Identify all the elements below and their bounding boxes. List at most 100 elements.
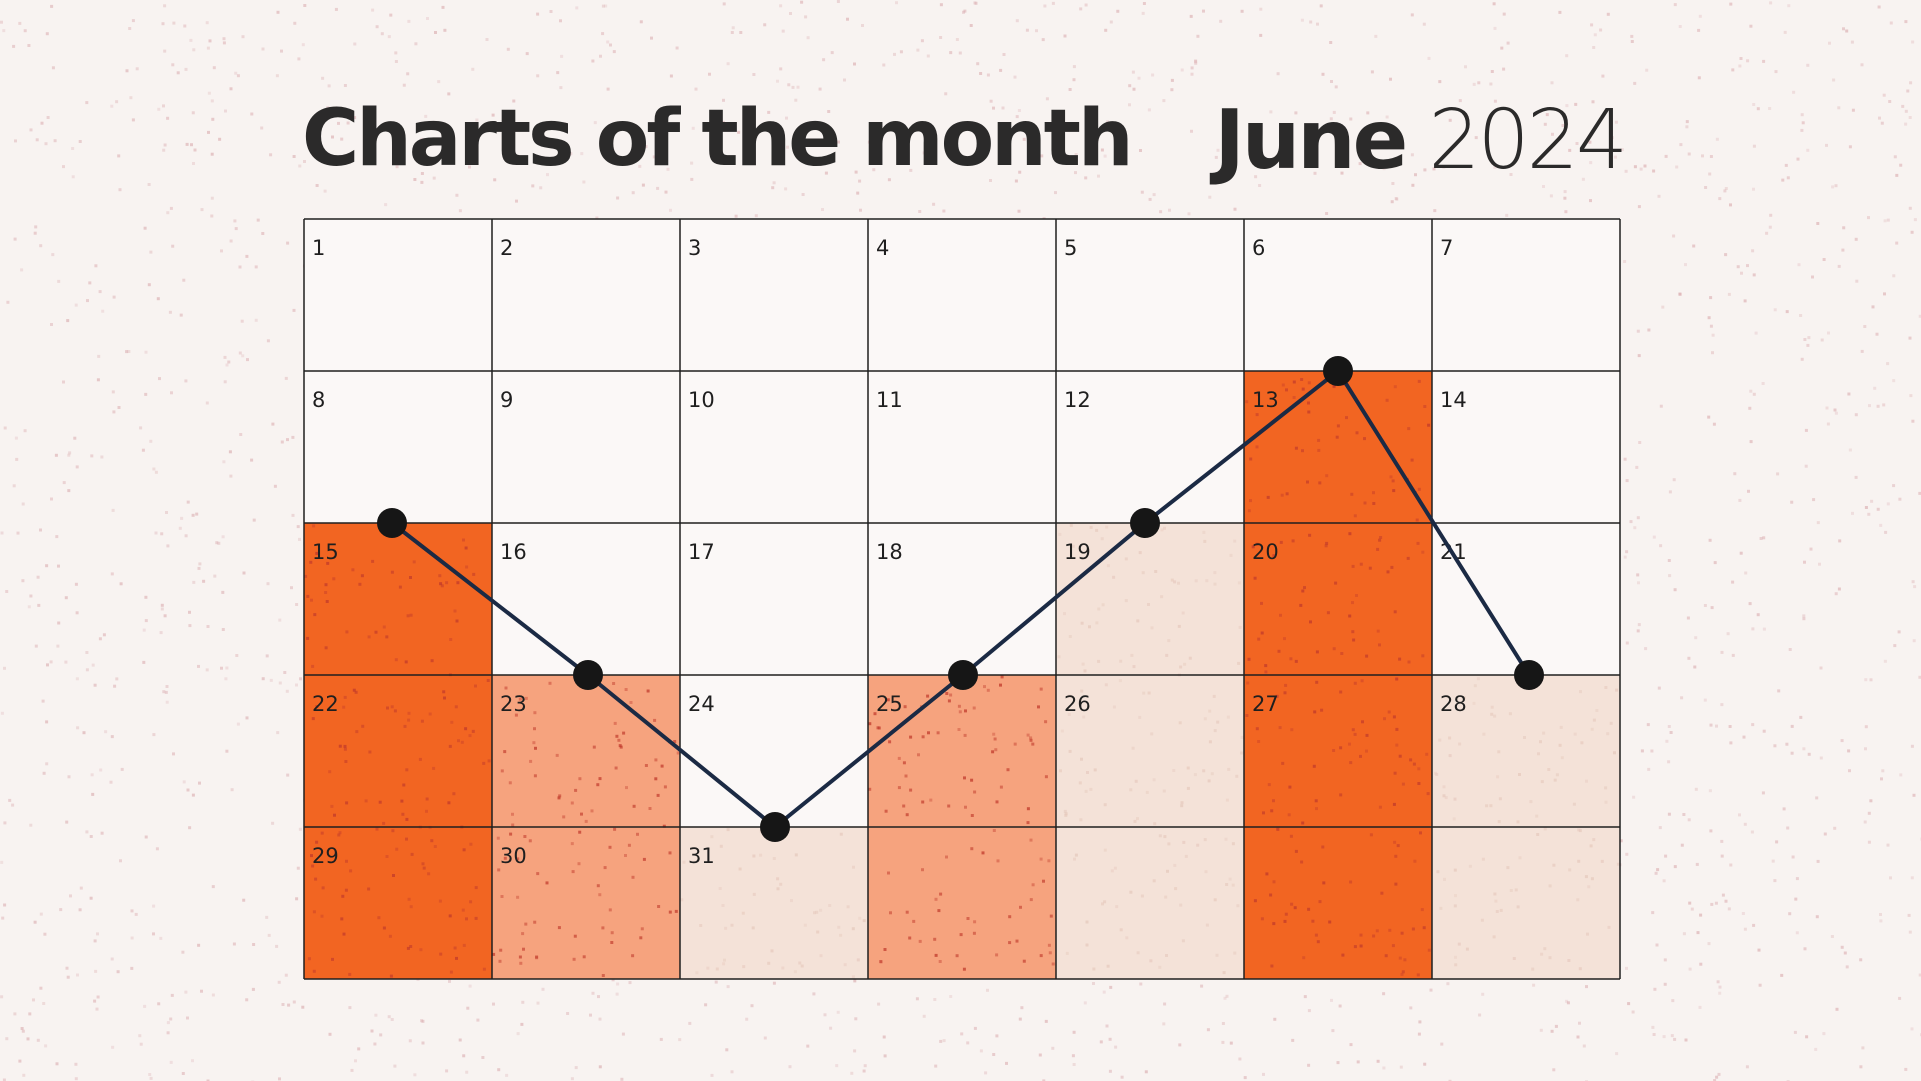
texture-speck [1042, 1079, 1046, 1081]
texture-speck [95, 1007, 99, 1011]
texture-speck [1848, 769, 1851, 773]
texture-speck [74, 303, 78, 307]
bar-speck [1231, 883, 1235, 887]
texture-speck [193, 148, 197, 152]
texture-speck [135, 67, 139, 71]
texture-speck [1627, 1002, 1631, 1006]
bar-speck [1394, 882, 1398, 886]
month-year-heading: June 2024 [1214, 100, 1628, 182]
texture-speck [445, 1069, 449, 1073]
bar-speck [1118, 679, 1122, 683]
texture-speck [458, 1038, 462, 1042]
bar-speck [1149, 959, 1153, 963]
texture-speck [131, 118, 135, 122]
texture-speck [1014, 179, 1018, 183]
bar-speck [909, 788, 913, 792]
bar-speck [741, 911, 745, 915]
texture-speck [1724, 899, 1728, 903]
bar-speck [471, 729, 475, 733]
bar-speck [1349, 761, 1353, 765]
bar-speck [1245, 400, 1249, 404]
texture-speck [1493, 99, 1497, 103]
texture-speck [144, 392, 148, 396]
texture-speck [1765, 231, 1769, 235]
texture-speck [1898, 996, 1902, 1000]
texture-speck [221, 590, 225, 594]
bar-speck [877, 726, 881, 730]
bar-speck [1291, 539, 1295, 543]
texture-speck [334, 7, 338, 11]
texture-speck [111, 390, 115, 394]
bar-speck [425, 809, 428, 813]
bar-speck [388, 934, 392, 938]
bar-speck [1180, 801, 1184, 805]
bar-speck [656, 793, 660, 797]
bar-speck [580, 812, 583, 816]
bar-speck [1022, 959, 1026, 963]
texture-speck [238, 351, 242, 355]
bar-speck [680, 898, 684, 902]
bar-speck [1188, 656, 1192, 660]
texture-speck [1002, 53, 1006, 56]
texture-speck [1749, 389, 1753, 393]
bar-speck [1509, 889, 1513, 892]
texture-speck [1859, 958, 1863, 962]
texture-speck [1695, 862, 1699, 866]
bar-speck [1207, 779, 1211, 783]
day-label: 20 [1252, 540, 1279, 564]
bar-speck [574, 788, 578, 792]
texture-speck [1867, 216, 1870, 220]
bar-speck [682, 860, 686, 864]
texture-speck [169, 206, 173, 210]
bar-speck [1607, 925, 1611, 929]
bar-speck [1154, 570, 1158, 573]
texture-speck [1017, 109, 1021, 112]
texture-speck [1429, 988, 1433, 992]
bar-speck [557, 796, 561, 800]
texture-speck [1329, 41, 1333, 44]
texture-speck [639, 20, 643, 24]
bar-speck [1237, 661, 1241, 665]
texture-speck [1038, 1053, 1042, 1057]
bar-speck [1037, 705, 1040, 709]
bar-speck [839, 832, 843, 836]
texture-speck [853, 1049, 857, 1053]
texture-speck [162, 690, 166, 694]
bar-speck [992, 829, 996, 832]
texture-speck [984, 1071, 988, 1075]
bar-speck [1543, 827, 1547, 831]
texture-speck [301, 1005, 305, 1009]
bar-speck [1390, 565, 1394, 569]
texture-speck [1410, 153, 1414, 157]
texture-speck [1918, 491, 1921, 495]
texture-speck [221, 535, 225, 539]
bar-speck [1442, 794, 1446, 798]
texture-speck [295, 603, 299, 606]
texture-speck [1909, 394, 1913, 398]
texture-speck [664, 190, 668, 194]
texture-speck [1797, 263, 1801, 267]
texture-speck [46, 663, 49, 667]
bar-speck [1100, 537, 1104, 541]
bar-speck [1493, 892, 1497, 896]
texture-speck [1269, 110, 1273, 114]
texture-speck [437, 80, 441, 84]
texture-speck [505, 1073, 509, 1077]
texture-speck [1102, 990, 1106, 994]
texture-speck [443, 28, 447, 32]
texture-speck [1843, 951, 1847, 955]
bar-speck [726, 828, 730, 832]
bar-speck [349, 869, 353, 873]
texture-speck [432, 176, 436, 180]
bar-speck [1284, 912, 1288, 916]
texture-speck [1851, 511, 1854, 515]
texture-speck [68, 451, 72, 455]
texture-speck [1591, 100, 1595, 104]
bar-speck [333, 813, 336, 817]
texture-speck [169, 1017, 173, 1021]
texture-speck [100, 455, 104, 459]
day-label: 6 [1252, 236, 1265, 260]
bar-speck [1318, 900, 1322, 904]
texture-speck [1816, 222, 1820, 225]
bar-speck [1277, 649, 1281, 653]
